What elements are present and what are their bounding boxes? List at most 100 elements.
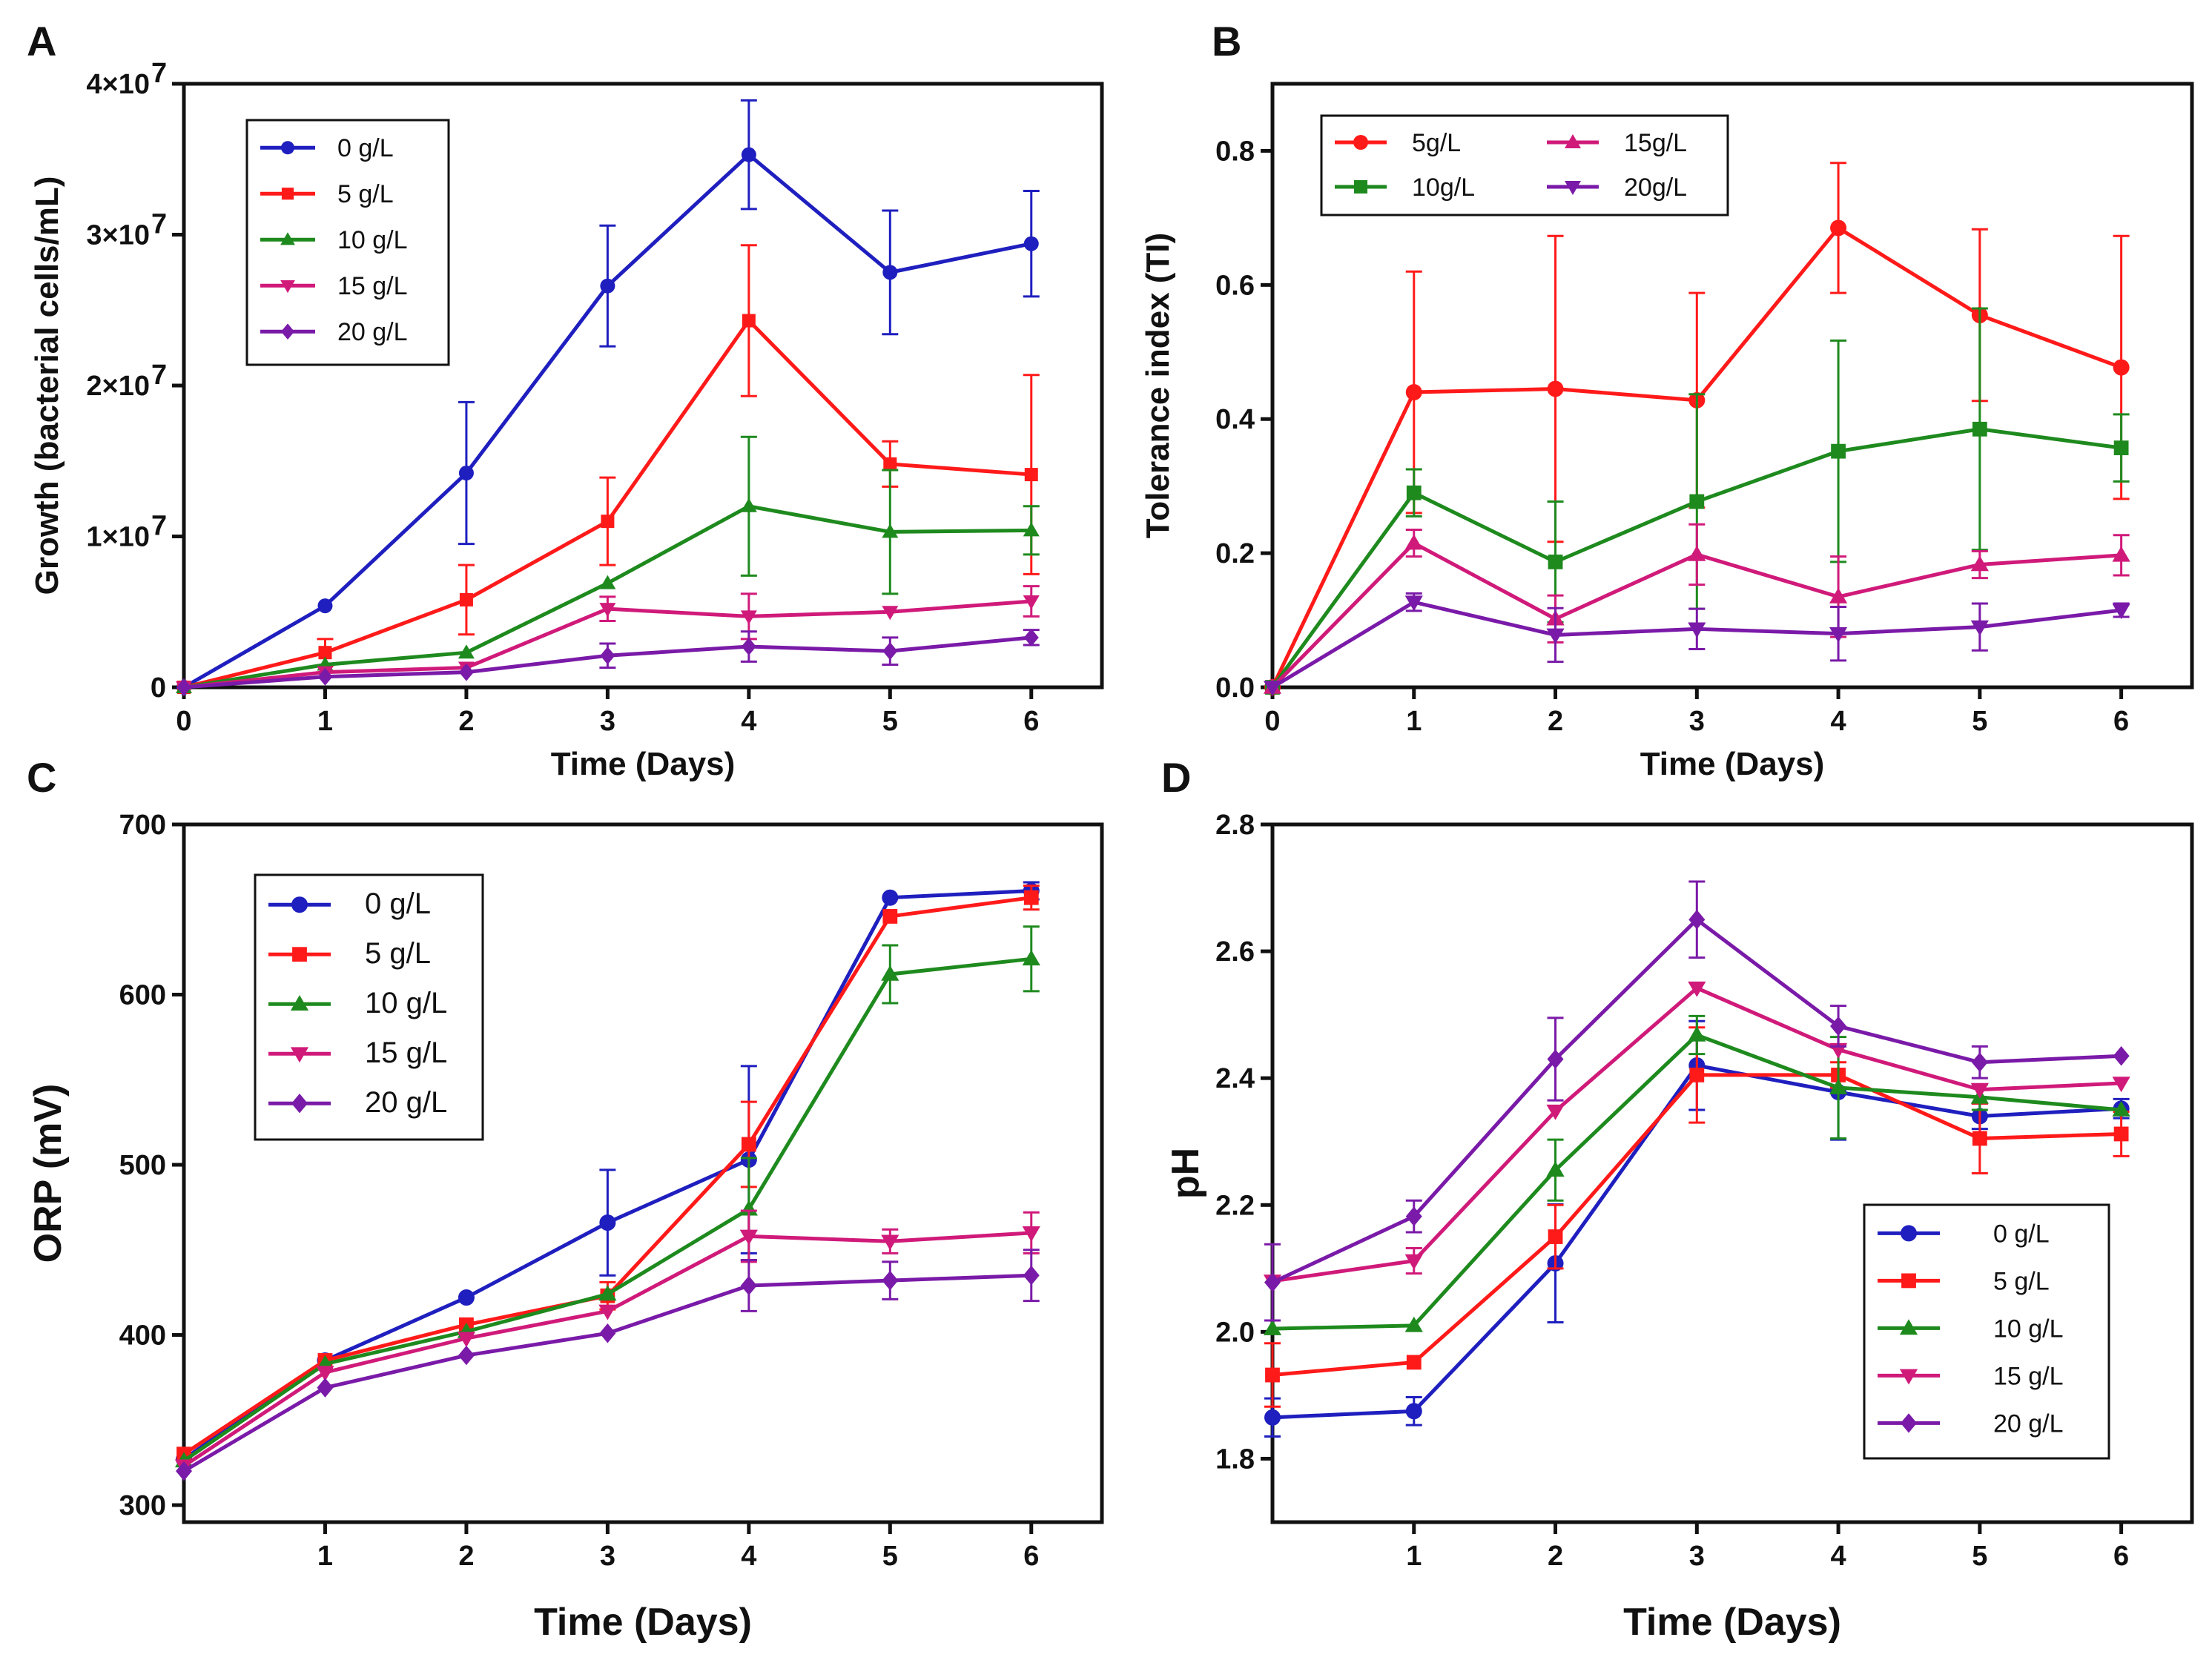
data-point (1688, 622, 1706, 638)
y-tick-label: 500 (119, 1150, 166, 1181)
data-point (1263, 681, 1282, 697)
legend-label: 5 g/L (337, 180, 394, 208)
series-5-gl (1264, 1026, 2130, 1408)
data-point (600, 647, 615, 665)
legend-item: 20 g/L (260, 318, 408, 346)
legend-label: 15g/L (1624, 129, 1687, 157)
data-point (176, 678, 191, 696)
series-0-gl (176, 99, 1040, 695)
data-point (457, 1332, 476, 1348)
data-point (2112, 546, 2130, 562)
x-tick-label: 4 (741, 1541, 756, 1572)
data-point (1404, 534, 1423, 550)
data-point (2113, 1126, 2129, 1142)
x-tick-label: 0 (1264, 706, 1280, 737)
legend-item: 10 g/L (268, 987, 447, 1019)
y-tick-label: 0.6 (1215, 270, 1255, 301)
legend-item: 20 g/L (268, 1086, 447, 1119)
data-point (458, 1289, 475, 1306)
legend-label: 10 g/L (365, 987, 447, 1019)
legend-marker (1901, 1225, 1917, 1242)
data-point (1970, 555, 1989, 572)
data-point (1405, 384, 1422, 401)
legend-label: 10g/L (1412, 173, 1475, 202)
y-tick-label: 0.2 (1215, 538, 1255, 569)
legend-item: 10 g/L (260, 226, 408, 254)
data-point (458, 663, 474, 681)
data-point (601, 515, 615, 529)
data-point (1022, 1226, 1040, 1242)
x-tick-label: 1 (317, 706, 333, 737)
legend-marker (290, 995, 309, 1011)
data-point (740, 1275, 757, 1296)
x-tick-label: 6 (1023, 1541, 1039, 1572)
y-tick-label: 2×10 (86, 371, 150, 402)
legend-marker (1899, 1319, 1918, 1335)
legend-label: 5g/L (1412, 129, 1461, 157)
y-axis-title: Growth (bacterial cells/mL) (29, 176, 65, 595)
x-axis-title: Time (Days) (534, 1601, 752, 1644)
legend-label: 5 g/L (1993, 1267, 2050, 1295)
x-tick-label: 6 (1023, 706, 1039, 737)
data-point (2113, 1046, 2130, 1066)
data-point (598, 1285, 617, 1301)
data-point (882, 523, 899, 538)
data-point (1830, 1016, 1847, 1037)
x-tick-label: 2 (1548, 706, 1563, 737)
data-point (1548, 1229, 1563, 1244)
data-point (741, 638, 756, 656)
data-point (1689, 1068, 1705, 1082)
legend-item: 0 g/L (1878, 1220, 2050, 1248)
x-tick-label: 5 (882, 1541, 898, 1572)
series-20-gl (1264, 880, 2130, 1322)
data-point (1829, 1078, 1848, 1094)
legend-marker (1565, 181, 1581, 195)
x-tick-label: 6 (2113, 1541, 2129, 1572)
series-15-gl (174, 1209, 1040, 1475)
x-tick-label: 2 (1548, 1541, 1563, 1572)
panel-label: A (27, 18, 56, 65)
legend-label: 0 g/L (1993, 1220, 2050, 1248)
legend-item: 15 g/L (1878, 1362, 2064, 1390)
legend-marker (291, 896, 308, 913)
legend-item: 15g/L (1547, 129, 1687, 157)
data-point (740, 497, 757, 512)
data-point (881, 965, 899, 981)
y-axis-title: pH (1164, 1148, 1207, 1199)
series-20-gl (1263, 592, 2130, 697)
data-point (1972, 421, 1987, 437)
y-tick-exponent: 7 (151, 209, 167, 240)
data-point (1546, 1161, 1565, 1177)
legend-marker (280, 280, 295, 294)
data-point (1688, 910, 1706, 930)
x-tick-label: 0 (176, 706, 191, 737)
data-point (1831, 443, 1846, 459)
y-tick-label: 400 (119, 1320, 166, 1352)
data-point (1972, 1131, 1987, 1146)
legend-label: 15 g/L (1993, 1362, 2064, 1390)
x-tick-label: 3 (1689, 706, 1705, 737)
legend-item: 0 g/L (268, 887, 431, 920)
legend-item: 20 g/L (1878, 1409, 2064, 1438)
data-point (1024, 468, 1038, 482)
y-tick-label: 2.2 (1215, 1190, 1255, 1221)
legend-label: 15 g/L (337, 272, 408, 300)
x-tick-label: 1 (1406, 1541, 1422, 1572)
legend-label: 20g/L (1624, 173, 1687, 202)
y-tick-label: 0.0 (1215, 672, 1255, 704)
data-point (1023, 595, 1040, 610)
data-point (1970, 620, 1989, 636)
chart-panel-b: B 0.0 0.2 0.4 0.6 0.8 0 1 2 3 4 5 6 Time (Days) Tolera… (1140, 18, 2194, 782)
panel-label: B (1212, 18, 1241, 65)
y-tick-label: 300 (119, 1490, 166, 1521)
legend-item: 5g/L (1335, 129, 1461, 157)
legend-label: 20 g/L (365, 1086, 447, 1119)
legend: 0 g/L 5 g/L 10 g/L 15 g/L 20 g/L (254, 873, 484, 1141)
panel-label: D (1161, 754, 1191, 801)
x-tick-label: 3 (600, 706, 615, 737)
x-axis-title: Time (Days) (551, 746, 736, 782)
x-axis-title: Time (Days) (1640, 746, 1825, 782)
legend-box (1863, 1203, 2110, 1460)
y-tick-label: 0.8 (1215, 136, 1255, 167)
